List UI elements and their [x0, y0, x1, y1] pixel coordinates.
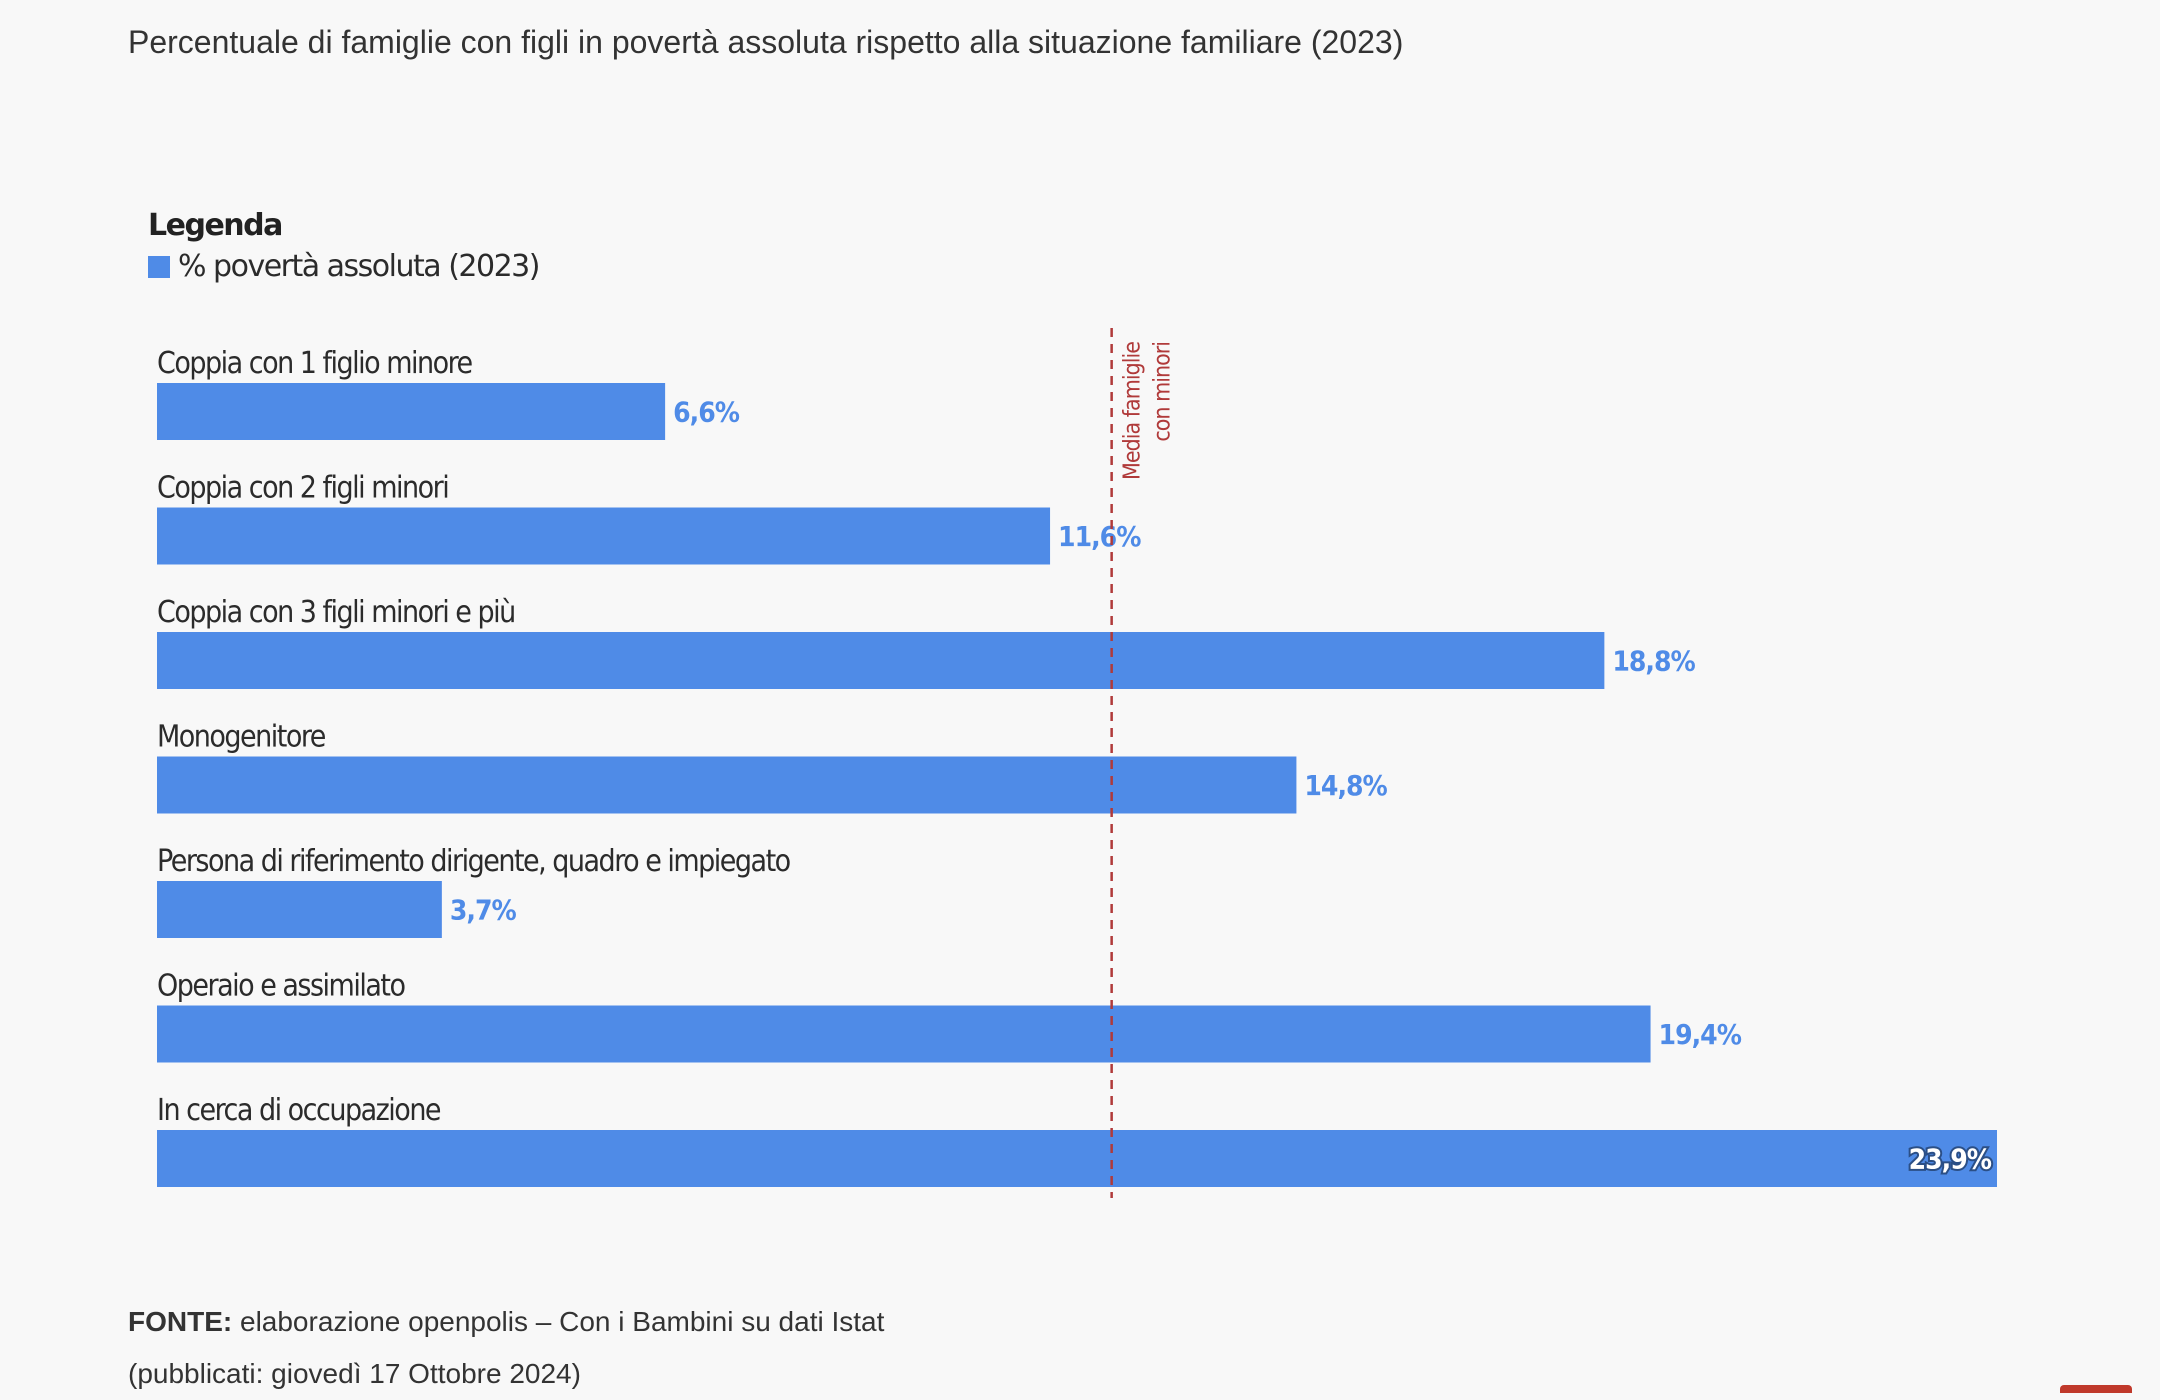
category-label: Persona di riferimento dirigente, quadro… — [157, 844, 791, 879]
data-label: 6,6% — [673, 396, 740, 429]
data-label: 14,8% — [1304, 769, 1387, 802]
category-label: Monogenitore — [157, 720, 326, 755]
reference-line-label: con minori — [1150, 342, 1176, 442]
corner-badge — [2060, 1385, 2132, 1393]
bar — [157, 383, 666, 440]
category-label: Coppia con 3 figli minori e più — [157, 595, 515, 630]
data-label: 18,8% — [1612, 645, 1695, 678]
category-label: Coppia con 1 figlio minore — [157, 346, 473, 381]
source-note: FONTE: elaborazione openpolis – Con i Ba… — [128, 1296, 884, 1400]
legend-item: % povertà assoluta (2023) — [148, 249, 540, 284]
data-label: 11,6% — [1058, 520, 1141, 553]
bar-chart: Coppia con 1 figlio minore 6,6% Coppia con… — [157, 328, 1997, 1198]
bar — [157, 881, 442, 938]
bar — [157, 1130, 1997, 1187]
bar — [157, 1005, 1651, 1063]
bar — [157, 632, 1605, 689]
data-label: 3,7% — [450, 894, 517, 927]
bar — [157, 756, 1297, 814]
data-label: 23,9% — [1909, 1143, 1992, 1176]
source-label: FONTE: — [128, 1306, 233, 1337]
source-text: elaborazione openpolis – Con i Bambini s… — [232, 1306, 885, 1337]
category-label: In cerca di occupazione — [157, 1093, 441, 1128]
chart-title: Percentuale di famiglie con figli in pov… — [128, 24, 1404, 60]
legend: Legenda % povertà assoluta (2023) — [148, 208, 540, 284]
bar — [157, 507, 1051, 565]
category-label: Coppia con 2 figli minori — [157, 471, 448, 506]
category-label: Operaio e assimilato — [157, 969, 405, 1004]
legend-heading: Legenda — [148, 208, 283, 243]
data-label: 19,4% — [1659, 1018, 1742, 1051]
reference-line-label: Media famiglie — [1120, 342, 1146, 480]
legend-label: % povertà assoluta (2023) — [178, 249, 540, 284]
legend-swatch — [148, 255, 170, 278]
source-published: (pubblicati: giovedì 17 Ottobre 2024) — [128, 1358, 581, 1389]
source-line: FONTE: elaborazione openpolis – Con i Ba… — [128, 1296, 884, 1348]
